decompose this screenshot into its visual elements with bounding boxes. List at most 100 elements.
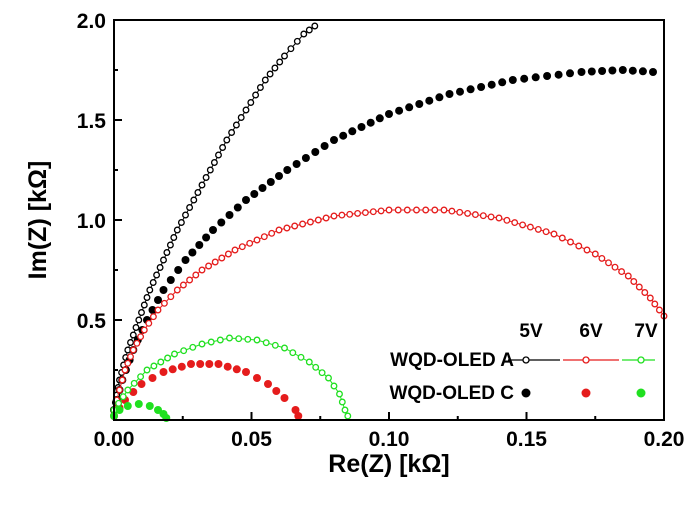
data-point: [145, 402, 154, 410]
x-tick-label: 0.00: [94, 428, 135, 451]
legend-row-oled-a: WQD-OLED A: [390, 350, 514, 371]
data-point: [357, 123, 366, 131]
data-point: [646, 294, 654, 302]
series-line: [113, 25, 316, 411]
data-point: [291, 222, 299, 230]
data-point: [306, 218, 314, 226]
data-point: [134, 400, 143, 408]
data-point: [520, 74, 529, 83]
data-point: [554, 70, 563, 79]
data-point: [325, 374, 332, 382]
data-point: [177, 362, 186, 371]
data-point: [232, 121, 240, 129]
data-point: [297, 353, 305, 361]
data-point: [115, 406, 124, 414]
data-point: [154, 406, 162, 414]
data-point: [618, 66, 627, 74]
data-point: [180, 347, 188, 355]
data-point: [246, 239, 254, 247]
data-point: [375, 114, 384, 123]
data-point: [217, 218, 226, 227]
data-point: [320, 142, 329, 150]
data-point: [531, 73, 540, 82]
data-point: [164, 354, 172, 362]
data-point: [242, 368, 250, 376]
data-point: [498, 78, 507, 87]
data-point: [477, 83, 486, 91]
data-point: [624, 272, 632, 280]
data-point: [567, 238, 574, 246]
data-point: [283, 224, 291, 232]
data-point: [166, 241, 174, 249]
data-point: [385, 206, 393, 214]
data-point: [154, 306, 162, 314]
data-point: [140, 301, 148, 309]
data-point: [174, 266, 183, 274]
data-point: [124, 359, 132, 367]
data-point: [268, 229, 276, 237]
data-point: [305, 358, 313, 366]
data-point: [225, 211, 234, 219]
x-tick-label: 0.15: [506, 428, 547, 451]
data-point: [135, 316, 143, 324]
data-point: [129, 346, 137, 354]
data-point: [287, 45, 295, 53]
data-point: [651, 300, 659, 308]
data-point: [448, 207, 456, 215]
data-point: [194, 189, 202, 196]
data-point: [479, 212, 487, 220]
x-tick-label: 0.20: [644, 428, 685, 451]
data-point: [242, 196, 250, 204]
data-point: [123, 402, 132, 410]
data-point: [591, 250, 599, 258]
data-point: [464, 209, 472, 217]
data-point: [575, 242, 583, 250]
data-point: [211, 258, 219, 266]
data-point: [244, 335, 252, 343]
data-point: [289, 349, 297, 357]
data-point: [503, 216, 511, 224]
data-point: [272, 387, 281, 395]
data-point: [283, 166, 292, 174]
legend-voltage-5v: 5V: [519, 321, 543, 342]
data-point: [322, 214, 330, 222]
data-point: [202, 233, 211, 242]
data-point: [224, 250, 232, 258]
data-point: [292, 160, 301, 168]
data-point: [231, 246, 239, 254]
data-point: [137, 373, 145, 381]
data-point: [641, 289, 649, 296]
data-point: [143, 366, 151, 374]
series-line: [113, 209, 665, 411]
data-point: [119, 393, 127, 401]
data-point: [618, 268, 626, 276]
data-point: [630, 278, 638, 285]
data-point: [118, 376, 126, 384]
data-point: [487, 213, 495, 221]
data-point: [182, 211, 189, 219]
data-point: [341, 406, 349, 414]
data-point: [121, 366, 129, 374]
data-point: [159, 368, 168, 376]
data-point: [471, 211, 479, 219]
data-point: [170, 234, 178, 241]
legend-open-marker: [582, 356, 590, 364]
data-point: [137, 333, 145, 341]
data-point: [130, 379, 138, 387]
data-point: [299, 220, 307, 228]
data-point: [655, 306, 663, 314]
data-point: [431, 206, 439, 214]
data-point: [598, 67, 607, 75]
data-point: [163, 249, 171, 256]
data-point: [508, 76, 517, 84]
y-tick-label: 1.5: [77, 110, 107, 133]
data-point: [511, 219, 519, 227]
data-point: [195, 241, 204, 249]
data-point: [223, 136, 231, 144]
data-point: [336, 390, 343, 398]
data-point: [167, 293, 175, 301]
data-point: [280, 394, 289, 402]
data-point: [566, 69, 574, 78]
data-point: [403, 206, 411, 214]
data-point: [187, 360, 195, 368]
